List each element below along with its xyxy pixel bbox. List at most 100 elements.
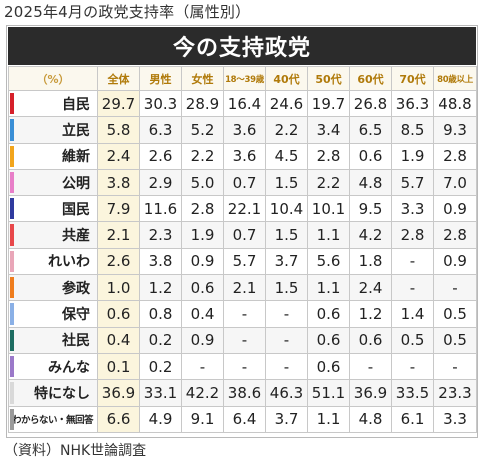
value-cell: 2.3 (139, 221, 182, 249)
party-name-cell: 公明 (8, 168, 98, 197)
value-cell: 2.2 (265, 116, 308, 144)
support-table-panel: 今の支持政党 （%） 全体 男性 女性 18～39歳 40代 50代 60代 70代 80歳以上 … (6, 25, 478, 438)
value-cell: 6.4 (223, 405, 266, 433)
party-name: れいわ (48, 254, 90, 271)
value-cell: 0.9 (181, 247, 224, 276)
value-cell: 6.3 (139, 116, 182, 144)
column-header: 男性 (139, 66, 182, 91)
value-cell: 3.3 (391, 195, 434, 223)
support-rate-table: （%） 全体 男性 女性 18～39歳 40代 50代 60代 70代 80歳以上 自民 29.7 3… (8, 66, 477, 433)
party-color-bar (10, 198, 14, 220)
value-cell: 0.2 (139, 326, 182, 354)
value-cell: 23.3 (433, 379, 477, 407)
value-cell: 3.4 (307, 116, 350, 144)
table-row: わからない・無回答 6.6 4.9 9.1 6.4 3.7 1.1 4.8 6.1 3.3 (8, 405, 477, 433)
value-cell: 5.7 (223, 247, 266, 276)
value-cell: - (433, 352, 477, 381)
value-cell: 24.6 (265, 89, 308, 118)
table-row: 参政 1.0 1.2 0.6 2.1 1.5 1.1 2.4- - (8, 274, 477, 302)
column-header: 全体 (97, 66, 140, 91)
value-cell: 0.6 (307, 300, 350, 328)
value-cell: 0.9 (433, 195, 477, 223)
value-cell: 2.2 (181, 142, 224, 170)
value-cell: 42.2 (181, 379, 224, 407)
value-cell: 38.6 (223, 379, 266, 407)
total-value-cell: 0.6 (97, 300, 140, 328)
table-row: みんな 0.1 0.2- - -0.6- - - (8, 352, 477, 381)
value-cell: 9.5 (349, 195, 392, 223)
value-cell: 2.9 (139, 168, 182, 197)
value-cell: - (265, 300, 308, 328)
party-color-bar (10, 329, 14, 351)
value-cell: 4.2 (349, 221, 392, 249)
column-header: 50代 (307, 66, 350, 91)
party-name: 維新 (62, 149, 90, 166)
value-cell: 5.6 (307, 247, 350, 276)
value-cell: - (223, 300, 266, 328)
value-cell: - (265, 326, 308, 354)
value-cell: 51.1 (307, 379, 350, 407)
value-cell: 3.6 (223, 142, 266, 170)
party-name-cell: 立民 (8, 116, 98, 144)
party-name-cell: 特になし (8, 379, 98, 407)
party-name: 立民 (62, 122, 90, 139)
value-cell: 1.4 (391, 300, 434, 328)
total-value-cell: 29.7 (97, 89, 140, 118)
value-cell: 1.8 (349, 247, 392, 276)
total-value-cell: 0.1 (97, 352, 140, 381)
party-name-cell: 自民 (8, 89, 98, 118)
table-header-row: （%） 全体 男性 女性 18～39歳 40代 50代 60代 70代 80歳以上 (8, 66, 477, 91)
party-color-bar (10, 408, 14, 430)
party-name: 保守 (62, 307, 90, 324)
value-cell: 1.2 (349, 300, 392, 328)
value-cell: 0.5 (433, 300, 477, 328)
value-cell: 26.8 (349, 89, 392, 118)
value-cell: 4.9 (139, 405, 182, 433)
value-cell: - (391, 352, 434, 381)
party-color-bar (10, 171, 14, 194)
value-cell: - (391, 247, 434, 276)
value-cell: 0.6 (307, 326, 350, 354)
party-name: わからない・無回答 (11, 415, 94, 427)
party-color-bar (10, 382, 14, 404)
value-cell: 1.5 (265, 168, 308, 197)
value-cell: - (265, 352, 308, 381)
total-value-cell: 5.8 (97, 116, 140, 144)
value-cell: - (181, 352, 224, 381)
table-row: 共産 2.1 2.3 1.9 0.7 1.5 1.1 4.2 2.8 2.8 (8, 221, 477, 249)
table-row: 自民 29.7 30.3 28.9 16.4 24.6 19.7 26.8 36.3 48.8 (8, 89, 477, 118)
value-cell: 0.6 (181, 274, 224, 302)
value-cell: 3.3 (433, 405, 477, 433)
value-cell: 4.8 (349, 168, 392, 197)
value-cell: 2.8 (391, 221, 434, 249)
value-cell: 0.6 (349, 326, 392, 354)
value-cell: 1.9 (181, 221, 224, 249)
party-color-bar (10, 277, 14, 299)
value-cell: 19.7 (307, 89, 350, 118)
value-cell: 5.7 (391, 168, 434, 197)
party-name: 共産 (62, 228, 90, 245)
table-row: 国民 7.9 11.6 2.8 22.1 10.4 10.1 9.5 3.3 0.9 (8, 195, 477, 223)
value-cell: 4.8 (349, 405, 392, 433)
value-cell: 8.5 (391, 116, 434, 144)
value-cell: 46.3 (265, 379, 308, 407)
value-cell: 2.4 (349, 274, 392, 302)
total-value-cell: 6.6 (97, 405, 140, 433)
value-cell: 6.1 (391, 405, 434, 433)
party-name-cell: れいわ (8, 247, 98, 276)
value-cell: 48.8 (433, 89, 477, 118)
party-name-cell: 保守 (8, 300, 98, 328)
value-cell: 2.8 (181, 195, 224, 223)
table-row: 維新 2.4 2.6 2.2 3.6 4.5 2.8 0.6 1.9 2.8 (8, 142, 477, 170)
table-row: 社民 0.4 0.2 0.9- -0.6 0.6 0.5 0.5 (8, 326, 477, 354)
value-cell: 2.8 (433, 142, 477, 170)
value-cell: 0.5 (433, 326, 477, 354)
value-cell: 22.1 (223, 195, 266, 223)
table-row: 特になし 36.9 33.1 42.2 38.6 46.3 51.1 36.9 33.5 23.3 (8, 379, 477, 407)
value-cell: 33.5 (391, 379, 434, 407)
value-cell: 10.4 (265, 195, 308, 223)
party-color-bar (10, 250, 14, 273)
value-cell: 2.2 (307, 168, 350, 197)
value-cell: 1.1 (307, 405, 350, 433)
party-name: 参政 (62, 280, 90, 297)
